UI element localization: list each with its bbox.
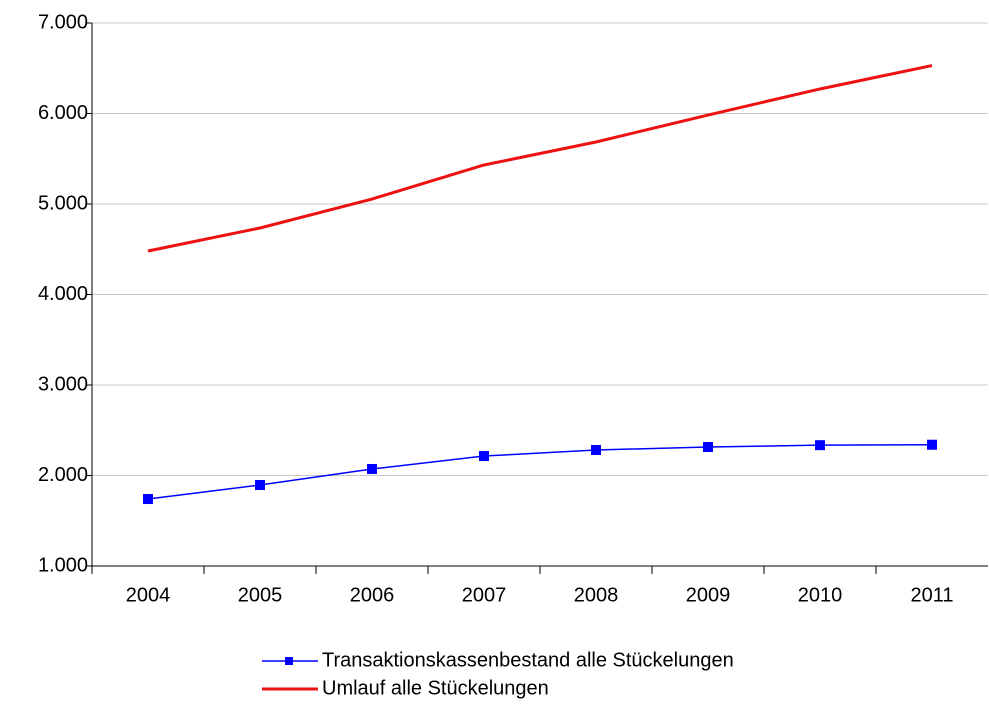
y-tick-label: 6.000 bbox=[38, 102, 88, 124]
legend-label: Umlauf alle Stückelungen bbox=[322, 677, 549, 699]
point-marker bbox=[479, 451, 489, 462]
x-tick-label: 2008 bbox=[574, 584, 619, 606]
point-marker bbox=[367, 463, 377, 474]
y-tick-label: 5.000 bbox=[38, 192, 88, 214]
x-tick-label: 2005 bbox=[238, 584, 283, 606]
x-tick-label: 2007 bbox=[462, 584, 507, 606]
point-marker bbox=[591, 444, 601, 455]
legend-marker bbox=[285, 657, 293, 665]
point-marker bbox=[703, 441, 713, 452]
y-tick-label: 2.000 bbox=[38, 464, 88, 486]
legend-label: Transaktionskassenbestand alle Stückelun… bbox=[322, 649, 734, 671]
y-tick-label: 3.000 bbox=[38, 373, 88, 395]
x-tick-label: 2009 bbox=[686, 584, 731, 606]
x-tick-label: 2010 bbox=[798, 584, 843, 606]
x-tick-label: 2004 bbox=[126, 584, 171, 606]
point-marker bbox=[143, 494, 153, 505]
point-marker bbox=[815, 440, 825, 451]
y-tick-label: 4.000 bbox=[38, 283, 88, 305]
series-line bbox=[147, 64, 933, 253]
x-tick-label: 2011 bbox=[910, 584, 953, 606]
point-marker bbox=[255, 480, 265, 491]
series-line bbox=[147, 443, 933, 500]
y-tick-label: 7.000 bbox=[38, 11, 88, 33]
y-tick-label: 1.000 bbox=[38, 554, 88, 576]
x-tick-label: 2006 bbox=[350, 584, 395, 606]
point-marker bbox=[927, 439, 937, 450]
